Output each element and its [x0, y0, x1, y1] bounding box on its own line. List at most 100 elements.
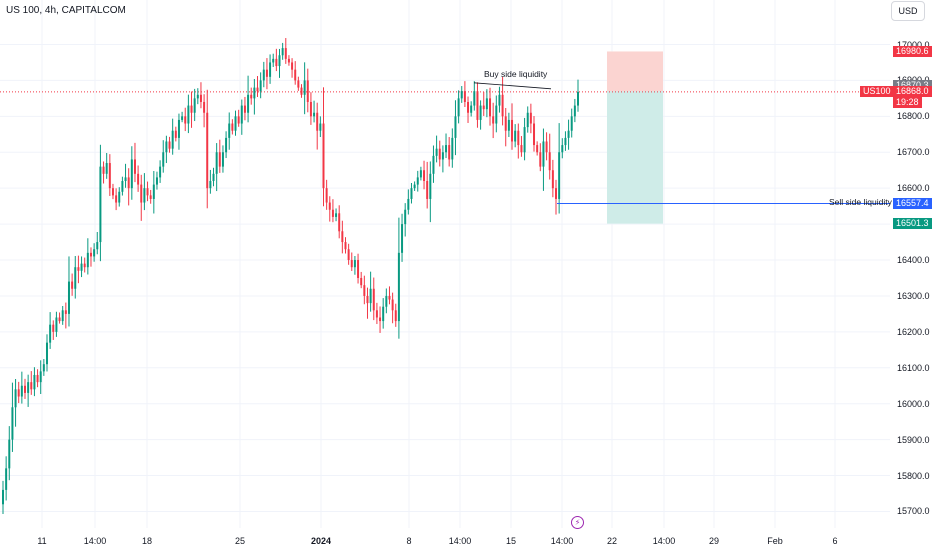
buy-side-liquidity-line[interactable] — [473, 82, 552, 90]
target-price-label: 16501.3 — [893, 218, 932, 230]
candle — [278, 48, 281, 78]
candle — [309, 92, 312, 125]
candle — [30, 371, 33, 395]
candle — [570, 108, 573, 138]
candle — [306, 68, 309, 113]
candle — [413, 181, 416, 191]
sell-side-liquidity-label: Sell side liquidity — [829, 197, 892, 208]
candle — [454, 100, 457, 156]
candle — [33, 367, 36, 397]
candle — [149, 189, 152, 204]
candle — [551, 159, 554, 198]
buy-side-liquidity-label: Buy side liquidity — [484, 68, 548, 79]
time-tick-label: 11 — [37, 536, 47, 546]
candle — [165, 135, 168, 164]
candle — [8, 426, 11, 481]
candle — [372, 277, 375, 321]
candle — [67, 256, 70, 327]
price-tick-label: 16800.0 — [897, 111, 930, 122]
candle — [199, 82, 202, 109]
candle — [316, 102, 319, 150]
price-tick-label: 16000.0 — [897, 398, 930, 409]
candle — [426, 161, 429, 209]
candle — [341, 220, 344, 254]
candle — [517, 123, 520, 159]
candle — [52, 320, 55, 340]
candle — [118, 187, 121, 207]
candle — [432, 145, 435, 183]
candle — [369, 271, 372, 312]
candle — [338, 205, 341, 239]
candle — [269, 54, 272, 84]
price-tick-label: 16300.0 — [897, 290, 930, 301]
candle — [526, 106, 529, 133]
position-reward-zone[interactable] — [607, 91, 663, 224]
candle — [511, 103, 514, 150]
candle — [11, 382, 14, 452]
candle — [49, 312, 52, 349]
candle — [350, 252, 353, 271]
candle — [485, 89, 488, 118]
candle — [111, 183, 114, 200]
candle — [328, 196, 331, 222]
symbol-title[interactable]: US 100, 4h, CAPITALCOM — [6, 5, 126, 16]
candle — [297, 76, 300, 91]
candle — [137, 165, 140, 192]
price-tick-label: 16400.0 — [897, 255, 930, 266]
candle — [140, 174, 143, 221]
candle — [155, 171, 158, 190]
currency-button[interactable]: USD — [891, 1, 925, 21]
candle — [61, 305, 64, 325]
price-tick-label: 17000.0 — [897, 39, 930, 50]
candle — [577, 79, 579, 112]
candle — [573, 98, 576, 123]
candle — [539, 143, 542, 172]
candle — [99, 144, 102, 262]
candle — [225, 131, 228, 159]
candle — [451, 128, 454, 168]
candle — [300, 84, 303, 98]
candle — [382, 298, 385, 329]
candle — [564, 131, 567, 151]
time-tick-label: 8 — [406, 536, 412, 546]
candle — [108, 154, 111, 196]
price-tick-label: 16600.0 — [897, 183, 930, 194]
candle — [375, 302, 378, 325]
candle — [190, 91, 193, 128]
candle — [89, 247, 92, 267]
candle — [17, 381, 20, 404]
candle — [64, 302, 67, 329]
candle — [168, 136, 171, 153]
candle — [27, 374, 30, 407]
price-tick-label: 15800.0 — [897, 470, 930, 481]
candle — [429, 161, 432, 223]
candle — [489, 87, 492, 126]
candle — [121, 176, 124, 196]
candle — [184, 107, 187, 132]
time-tick-label: 22 — [606, 536, 618, 546]
candle — [203, 94, 206, 128]
price-tick-label: 15700.0 — [897, 506, 930, 517]
candle — [313, 100, 316, 123]
candle — [96, 232, 99, 255]
candle — [435, 135, 438, 163]
position-risk-zone[interactable] — [607, 51, 663, 92]
lightning-icon[interactable]: ⚡ — [571, 516, 584, 529]
candle — [243, 96, 246, 121]
candle — [514, 124, 517, 148]
candle — [501, 76, 504, 126]
candle — [218, 139, 221, 173]
candle — [174, 126, 177, 142]
candle — [240, 99, 243, 135]
candle — [360, 271, 363, 289]
candle — [287, 55, 290, 66]
candle — [548, 133, 551, 180]
candle — [259, 72, 262, 99]
candle — [495, 95, 498, 133]
candle — [284, 38, 287, 64]
candle — [105, 152, 108, 179]
candle — [262, 61, 265, 88]
candle — [441, 145, 444, 173]
candle — [366, 287, 369, 319]
